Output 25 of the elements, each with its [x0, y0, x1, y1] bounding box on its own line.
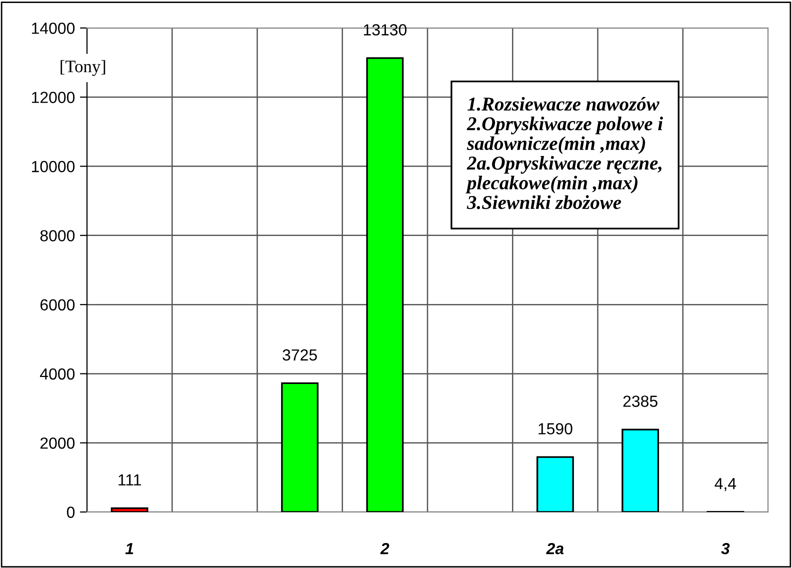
- x-tick-label: 1: [125, 543, 134, 554]
- x-tick-label: 2a: [546, 542, 564, 554]
- bar: [622, 428, 660, 512]
- bar: [281, 382, 319, 512]
- data-label: 13130: [364, 24, 407, 36]
- bar: [366, 57, 404, 512]
- y-tick-label: 10000: [32, 160, 75, 172]
- y-tick-label: 6000: [40, 299, 75, 311]
- y-tick-label: 2000: [40, 437, 75, 449]
- y-tick-label: 14000: [32, 22, 75, 34]
- data-label: 1590: [538, 423, 572, 434]
- y-axis-title: [Tony]: [60, 60, 106, 76]
- x-tick-label: 3: [721, 542, 730, 554]
- bar: [110, 507, 148, 512]
- data-label: 4,4: [714, 478, 736, 492]
- y-tick-label: 12000: [32, 92, 75, 104]
- data-label: 3725: [282, 349, 317, 361]
- y-tick-label: 0: [66, 506, 75, 518]
- annotation: 1.Rozsiewacze nawozów 2.Opryskiwacze polowe i sadownicze(min ,max) 2a.Opryskiwacze ręczne, plecakowe(min ,max) 3.Siewniki zbożowe: [466, 96, 663, 210]
- y-tick-label: 8000: [40, 230, 75, 242]
- x-tick-label: 2: [380, 542, 390, 554]
- bar: [536, 456, 574, 512]
- data-label: 111: [118, 474, 141, 486]
- y-tick-label: 4000: [40, 368, 75, 380]
- data-label: 2385: [623, 396, 658, 407]
